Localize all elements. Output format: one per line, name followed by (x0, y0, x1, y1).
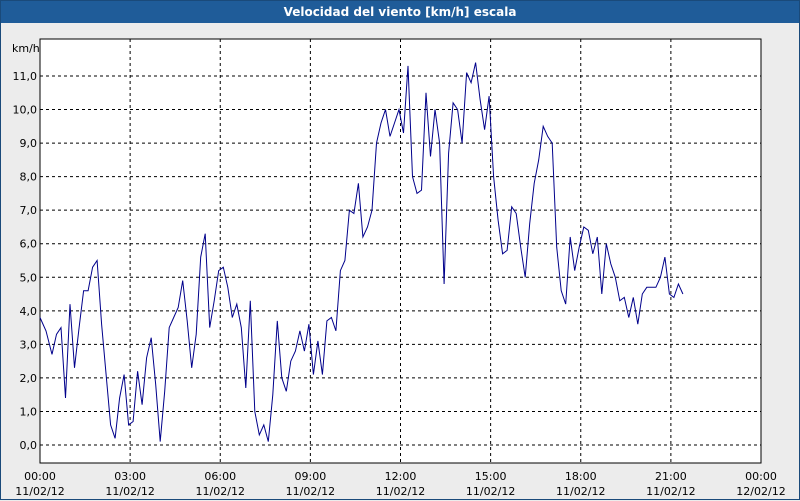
y-tick-label: 3,0 (20, 338, 38, 351)
chart-title: Velocidad del viento [km/h] escala (1, 1, 799, 23)
x-tick-label-time: 06:00 (204, 470, 236, 483)
x-tick-label-date: 11/02/12 (15, 485, 64, 498)
x-tick-label-time: 00:00 (745, 470, 777, 483)
x-tick-label-time: 18:00 (565, 470, 597, 483)
x-axis-ticks: 00:00 11/02/12 03:00 11/02/12 06:00 11/02/12 0… (15, 470, 785, 498)
x-tick-label-date: 11/02/12 (196, 485, 245, 498)
y-tick-label: 10,0 (13, 104, 38, 117)
y-tick-label: 9,0 (20, 137, 38, 150)
y-tick-label: 11,0 (13, 70, 38, 83)
x-tick-label-time: 09:00 (295, 470, 327, 483)
x-tick-label-date: 11/02/12 (376, 485, 425, 498)
y-tick-label: 2,0 (20, 372, 38, 385)
x-tick-label-date: 11/02/12 (105, 485, 154, 498)
x-tick-label-time: 15:00 (475, 470, 507, 483)
y-tick-label: 0,0 (20, 439, 38, 452)
y-axis-label: km/h (12, 42, 40, 55)
x-tick-label-time: 21:00 (655, 470, 687, 483)
y-tick-label: 7,0 (20, 204, 38, 217)
x-tick-label-date: 12/02/12 (736, 485, 785, 498)
x-tick-label-date: 11/02/12 (466, 485, 515, 498)
y-tick-label: 8,0 (20, 171, 38, 184)
x-tick-label-time: 12:00 (385, 470, 417, 483)
x-tick-label-time: 03:00 (114, 470, 146, 483)
x-tick-label-date: 11/02/12 (556, 485, 605, 498)
x-tick-label-date: 11/02/12 (646, 485, 695, 498)
y-axis-ticks: 0,0 1,0 2,0 3,0 4,0 5,0 6,0 7,0 8,0 9,0 10,0 11,0 (13, 70, 38, 452)
x-tick-label-time: 00:00 (24, 470, 56, 483)
y-tick-label: 4,0 (20, 305, 38, 318)
y-tick-label: 6,0 (20, 238, 38, 251)
x-tick-label-date: 11/02/12 (286, 485, 335, 498)
grid (40, 39, 761, 463)
series-line-wind-speed (39, 62, 684, 442)
y-tick-label: 5,0 (20, 271, 38, 284)
y-tick-label: 1,0 (20, 405, 38, 418)
